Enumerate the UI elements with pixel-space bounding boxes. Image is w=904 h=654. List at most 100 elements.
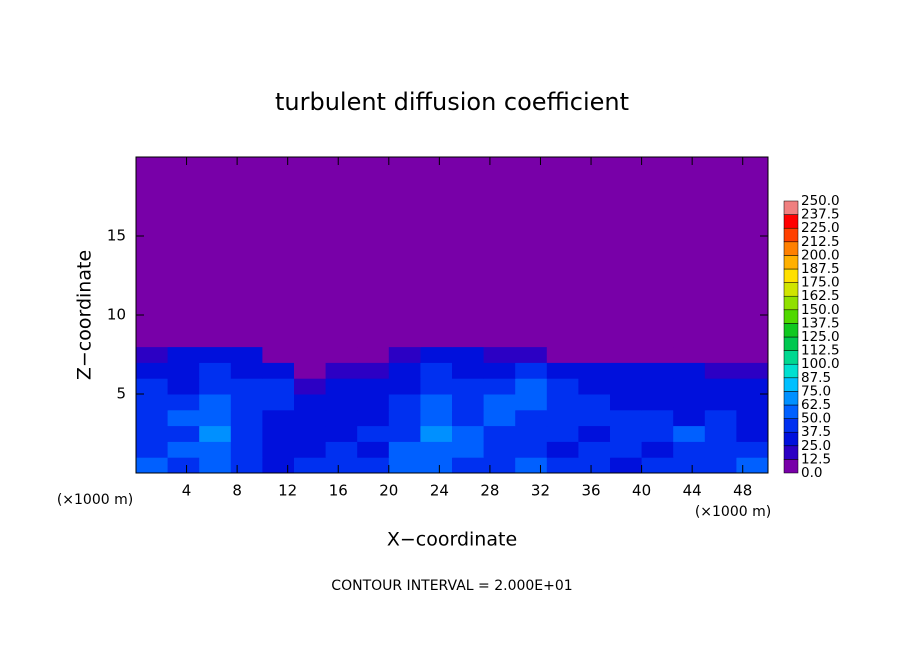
field-cell: [199, 362, 232, 379]
field-cell: [483, 157, 516, 348]
colorbar-swatch: [783, 214, 799, 229]
field-cell: [230, 362, 263, 379]
colorbar-swatch: [783, 255, 799, 270]
field-cell: [357, 378, 390, 395]
field-cell: [262, 425, 295, 442]
field-cell: [704, 394, 737, 411]
field-cell: [136, 362, 169, 379]
field-cell: [736, 346, 769, 363]
field-cell: [452, 157, 485, 348]
field-cell: [452, 346, 485, 363]
colorbar-swatch: [783, 295, 799, 311]
field-cell: [546, 346, 579, 363]
colorbar-label: 37.5: [801, 424, 831, 440]
field-cell: [452, 441, 485, 458]
x-tick-label: 28: [480, 482, 499, 500]
field-cell: [325, 409, 358, 427]
field-cell: [736, 457, 769, 474]
field-cell: [294, 346, 327, 363]
colorbar-label: 75.0: [801, 383, 831, 399]
field-cell: [420, 409, 453, 427]
x-axis-unit: (×1000 m): [695, 504, 771, 520]
field-cell: [704, 157, 737, 348]
field-cell: [199, 157, 232, 348]
field-cell: [420, 378, 453, 395]
field-cell: [578, 346, 611, 363]
field-cell: [641, 346, 674, 363]
field-cell: [388, 362, 421, 379]
field-cell: [546, 157, 579, 348]
field-cell: [546, 457, 579, 474]
field-cell: [546, 362, 579, 379]
field-cell: [420, 394, 453, 411]
x-tick-label: 20: [379, 482, 398, 500]
field-cell: [673, 157, 706, 348]
field-cell: [483, 409, 516, 427]
colorbar-label: 162.5: [801, 288, 840, 304]
field-cell: [736, 425, 769, 442]
field-cell: [199, 457, 232, 474]
x-tick-label: 8: [232, 482, 242, 500]
field-cell: [388, 441, 421, 458]
field-cell: [515, 378, 548, 395]
colorbar-swatch: [783, 459, 799, 474]
field-cell: [167, 409, 200, 427]
colorbar-label: 0.0: [801, 465, 822, 481]
field-cell: [641, 157, 674, 348]
field-cell: [294, 409, 327, 427]
field-cell: [515, 362, 548, 379]
field-cell: [515, 425, 548, 442]
y-tick-label: 10: [107, 306, 126, 324]
field-cell: [578, 457, 611, 474]
field-cell: [483, 441, 516, 458]
field-cell: [388, 346, 421, 363]
field-cell: [230, 425, 263, 442]
field-cell: [610, 409, 643, 427]
field-cell: [452, 378, 485, 395]
y-axis-unit: (×1000 m): [57, 492, 133, 508]
field-cell: [452, 394, 485, 411]
colorbar-label: 175.0: [801, 275, 840, 291]
x-axis-label: X−coordinate: [387, 529, 517, 551]
colorbar-label: 87.5: [801, 370, 831, 386]
field-cell: [673, 362, 706, 379]
colorbar-label: 237.5: [801, 207, 840, 223]
x-tick-label: 36: [581, 482, 600, 500]
field-cell: [388, 457, 421, 474]
colorbar-label: 62.5: [801, 397, 831, 413]
field-cell: [546, 409, 579, 427]
field-cell: [357, 457, 390, 474]
colorbar-label: 25.0: [801, 438, 831, 454]
field-cell: [483, 457, 516, 474]
field-cell: [483, 394, 516, 411]
field-cell: [230, 457, 263, 474]
field-cell: [610, 457, 643, 474]
field-cell: [199, 425, 232, 442]
field-cell: [704, 457, 737, 474]
field-cell: [357, 362, 390, 379]
x-tick-label: 48: [733, 482, 752, 500]
y-tick-label: 15: [107, 227, 126, 245]
field-cell: [167, 394, 200, 411]
field-cell: [136, 394, 169, 411]
field-cell: [167, 425, 200, 442]
field-cell: [388, 157, 421, 348]
colorbar-swatch: [783, 363, 799, 379]
field-cell: [673, 394, 706, 411]
field-cell: [325, 157, 358, 348]
field-cell: [610, 346, 643, 363]
field-cell: [483, 362, 516, 379]
y-tick-label: 5: [116, 385, 126, 403]
field-cell: [325, 346, 358, 363]
field-cell: [610, 425, 643, 442]
field-cell: [294, 378, 327, 395]
field-cell: [136, 157, 169, 348]
field-cell: [230, 157, 263, 348]
field-cell: [325, 425, 358, 442]
colorbar-label: 225.0: [801, 220, 840, 236]
field-cell: [420, 425, 453, 442]
field-cell: [515, 157, 548, 348]
colorbar-label: 212.5: [801, 234, 840, 250]
field-cell: [420, 157, 453, 348]
field-cell: [294, 157, 327, 348]
